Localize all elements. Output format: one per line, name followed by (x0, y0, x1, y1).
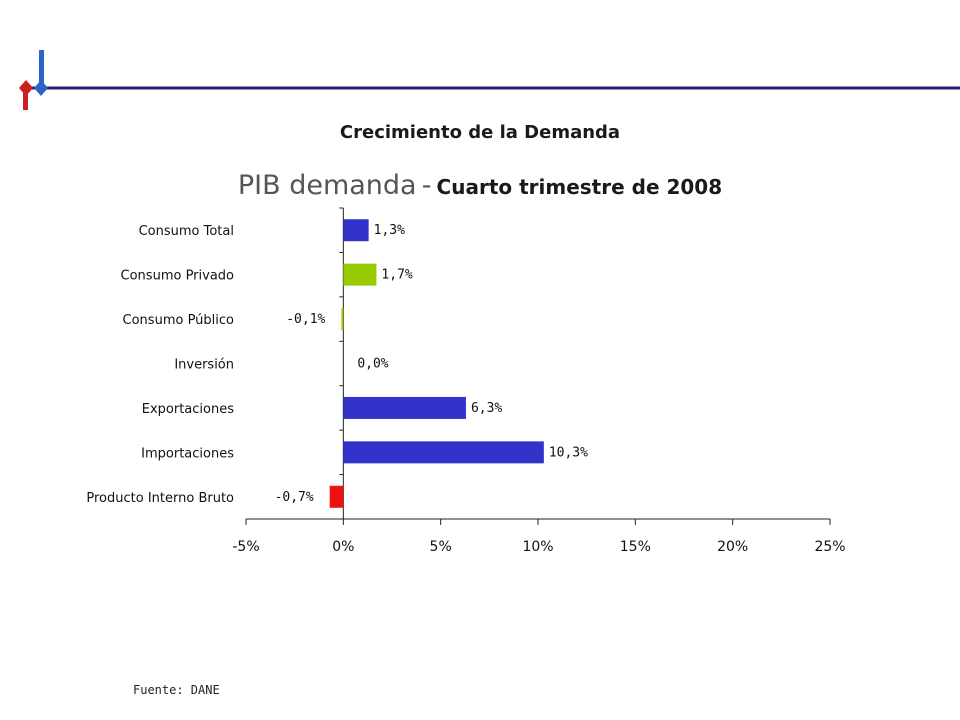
chart-title-separator: - (421, 170, 432, 201)
x-tick-label: -5% (232, 539, 259, 555)
category-label: Exportaciones (142, 402, 234, 417)
logo-blue-diamond (34, 80, 48, 96)
x-tick-label: 10% (522, 539, 553, 555)
bar (341, 308, 344, 331)
chart-title: PIB demanda - Cuarto trimestre de 2008 (0, 170, 960, 201)
data-label: 6,3% (471, 401, 502, 416)
data-label: 0,0% (357, 357, 388, 372)
x-tick-label: 0% (332, 539, 354, 555)
category-label: Importaciones (141, 446, 234, 461)
category-label: Inversión (174, 358, 234, 373)
x-tick-label: 5% (430, 539, 452, 555)
category-label: Consumo Privado (121, 269, 235, 284)
bar (343, 219, 369, 242)
bar (343, 396, 466, 419)
x-tick-label: 25% (814, 539, 845, 555)
logo-blue-bar (39, 50, 44, 86)
logo-mark (19, 50, 960, 110)
data-label: -0,7% (275, 490, 314, 505)
logo-red-bar (23, 90, 28, 110)
category-label: Consumo Público (123, 313, 235, 328)
logo-red-diamond (19, 80, 33, 96)
category-label: Consumo Total (139, 224, 234, 239)
x-tick-label: 15% (620, 539, 651, 555)
data-label: 10,3% (549, 445, 588, 460)
bar (343, 263, 377, 286)
category-label: Producto Interno Bruto (86, 491, 234, 506)
x-tick-label: 20% (717, 539, 748, 555)
data-label: -0,1% (286, 312, 325, 327)
slide-heading: Crecimiento de la Demanda (339, 122, 621, 143)
bar-chart: -5% 0% 5% 10% 15% 20% 25% Consumo Total 1,3% Cons… (86, 207, 846, 555)
chart-title-main: PIB demanda (237, 170, 417, 201)
data-label: 1,7% (381, 268, 412, 283)
source-note: Fuente: DANE (133, 683, 220, 697)
chart-subtitle: Cuarto trimestre de 2008 (436, 175, 723, 199)
bar (343, 441, 544, 464)
bar (329, 485, 344, 508)
data-label: 1,3% (374, 223, 405, 238)
